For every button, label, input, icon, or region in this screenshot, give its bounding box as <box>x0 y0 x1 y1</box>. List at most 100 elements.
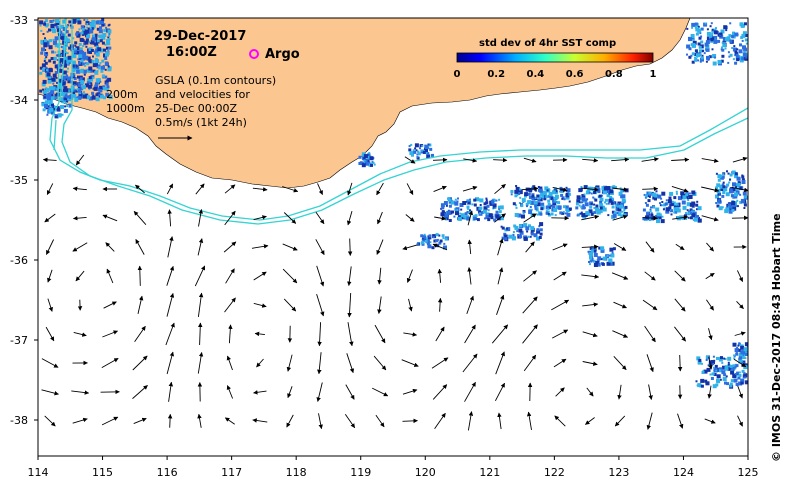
sst-pixel <box>105 92 110 97</box>
sst-pixel <box>491 201 495 205</box>
sst-pixel <box>95 48 98 51</box>
sst-pixel <box>72 94 75 97</box>
sst-pixel <box>561 211 565 215</box>
sst-pixel <box>714 368 717 370</box>
map-date: 29-Dec-2017 <box>154 29 246 44</box>
sst-pixel <box>611 251 614 254</box>
sst-pixel <box>701 362 703 365</box>
sst-pixel <box>714 364 718 368</box>
sst-pixel <box>715 369 718 372</box>
sst-pixel <box>695 32 699 36</box>
sst-pixel <box>84 64 87 67</box>
sst-pixel <box>734 174 739 179</box>
sst-pixel <box>64 88 69 93</box>
sst-pixel <box>372 161 375 164</box>
sst-pixel <box>485 201 489 205</box>
sst-pixel <box>42 108 46 112</box>
colorbar-tick-label: 0 <box>454 69 461 80</box>
sst-pixel <box>660 197 663 200</box>
velocity-arrow <box>585 417 595 425</box>
sst-pixel <box>43 60 46 62</box>
sst-pixel <box>536 194 540 198</box>
sst-pixel <box>581 194 586 198</box>
sst-pixel <box>584 202 589 207</box>
sst-pixel <box>545 210 548 213</box>
sst-pixel <box>534 204 538 208</box>
sst-pixel <box>589 186 593 190</box>
velocity-arrow <box>552 243 568 251</box>
sst-pixel <box>416 243 419 245</box>
colorbar-tick-label: 0.6 <box>566 69 584 80</box>
sst-pixel <box>513 224 517 228</box>
sst-pixel <box>106 85 110 89</box>
velocity-arrow <box>41 389 59 396</box>
sst-pixel <box>50 24 55 28</box>
sst-pixel <box>85 38 89 42</box>
sst-pixel <box>649 210 652 213</box>
sst-pixel <box>558 190 561 193</box>
sst-pixel <box>54 114 59 119</box>
sst-pixel <box>590 202 593 205</box>
sst-pixel <box>523 223 528 228</box>
sst-pixel <box>83 18 86 21</box>
velocity-arrow <box>432 384 448 400</box>
sst-pixel <box>673 211 676 214</box>
sst-pixel <box>426 152 430 156</box>
velocity-arrow <box>197 413 202 428</box>
velocity-arrow <box>462 353 478 373</box>
sst-pixel <box>475 197 479 202</box>
velocity-arrow <box>437 297 443 312</box>
sst-pixel <box>734 172 738 176</box>
sst-pixel <box>742 31 747 36</box>
sst-pixel <box>560 193 564 197</box>
sst-pixel <box>46 113 49 116</box>
sst-pixel <box>78 91 82 95</box>
sst-pixel <box>711 360 715 364</box>
sst-pixel <box>741 178 745 182</box>
sst-pixel <box>734 367 737 370</box>
sst-pixel <box>657 194 662 199</box>
sst-pixel <box>677 204 681 208</box>
sst-pixel <box>698 45 702 49</box>
sst-pixel <box>523 236 528 241</box>
sst-pixel <box>734 192 738 197</box>
velocity-arrow <box>376 182 384 196</box>
argo-label: Argo <box>265 47 300 62</box>
velocity-arrow <box>402 418 418 424</box>
sst-pixel <box>717 39 721 43</box>
sst-pixel <box>743 207 746 209</box>
sst-pixel <box>580 186 583 188</box>
velocity-arrow <box>347 266 352 287</box>
sst-pixel <box>610 253 615 258</box>
sst-pixel <box>499 205 504 210</box>
sst-pixel <box>546 189 549 192</box>
sst-pixel <box>565 208 570 213</box>
velocity-arrow <box>133 417 147 425</box>
sst-pixel <box>408 145 411 148</box>
velocity-arrow <box>645 241 655 253</box>
velocity-arrow <box>167 236 174 258</box>
sst-pixel <box>92 34 96 38</box>
sst-pixel <box>690 54 693 57</box>
velocity-arrow <box>613 355 627 371</box>
velocity-arrow <box>347 322 354 347</box>
sst-pixel <box>40 40 45 45</box>
sst-pixel <box>598 246 602 250</box>
sst-pixel <box>45 66 48 69</box>
sst-pixel <box>732 182 737 187</box>
velocity-arrow <box>497 267 504 285</box>
velocity-arrow <box>347 292 352 318</box>
sst-pixel <box>84 40 89 45</box>
sst-pixel <box>429 147 433 151</box>
lon-tick-label: 118 <box>286 466 307 479</box>
velocity-arrow <box>347 238 353 256</box>
sst-pixel <box>697 25 700 28</box>
sst-pixel <box>86 56 91 61</box>
sst-pixel <box>538 197 543 202</box>
sst-pixel <box>88 88 91 91</box>
sst-pixel <box>76 33 81 38</box>
velocity-arrow <box>705 272 715 280</box>
velocity-arrow <box>467 210 474 226</box>
sst-pixel <box>699 53 702 56</box>
velocity-arrow <box>102 214 118 222</box>
